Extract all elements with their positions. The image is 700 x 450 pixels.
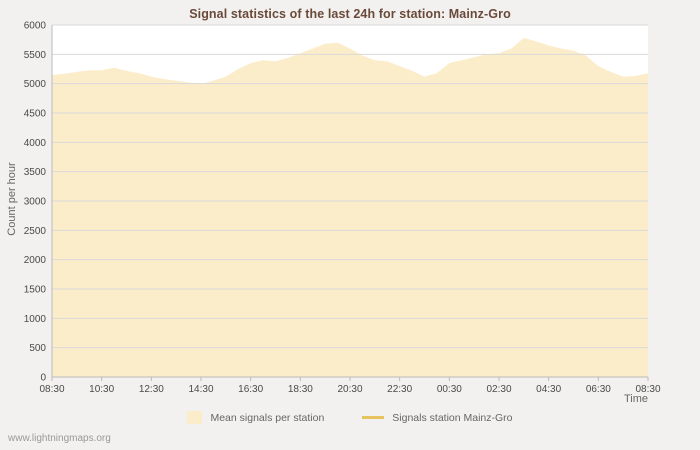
svg-text:0: 0: [40, 373, 46, 384]
svg-text:04:30: 04:30: [536, 384, 561, 395]
svg-text:22:30: 22:30: [387, 384, 412, 395]
y-axis-label: Count per hour: [6, 162, 18, 236]
svg-text:12:30: 12:30: [139, 384, 164, 395]
chart-legend: Mean signals per station Signals station…: [0, 411, 700, 424]
svg-text:2000: 2000: [24, 255, 47, 266]
svg-text:16:30: 16:30: [238, 384, 263, 395]
svg-text:2500: 2500: [24, 226, 47, 237]
legend-swatch-mean-signals: [187, 411, 203, 424]
svg-text:00:30: 00:30: [437, 384, 462, 395]
svg-text:14:30: 14:30: [188, 384, 213, 395]
svg-text:5500: 5500: [24, 50, 47, 61]
svg-text:3500: 3500: [24, 167, 47, 178]
svg-text:18:30: 18:30: [288, 384, 313, 395]
svg-text:1000: 1000: [24, 314, 47, 325]
svg-text:10:30: 10:30: [89, 384, 114, 395]
svg-text:4000: 4000: [24, 138, 47, 149]
legend-label-mean-signals: Mean signals per station: [210, 411, 325, 424]
svg-text:02:30: 02:30: [486, 384, 511, 395]
svg-text:4500: 4500: [24, 109, 47, 120]
legend-label-station-signals: Signals station Mainz-Gro: [392, 411, 513, 424]
svg-text:5000: 5000: [24, 79, 47, 90]
chart-title: Signal statistics of the last 24h for st…: [189, 7, 511, 21]
svg-text:1500: 1500: [24, 285, 47, 296]
svg-text:06:30: 06:30: [586, 384, 611, 395]
svg-text:08:30: 08:30: [39, 384, 64, 395]
svg-text:3000: 3000: [24, 197, 47, 208]
svg-text:500: 500: [29, 343, 46, 354]
svg-text:08:30: 08:30: [635, 384, 660, 395]
svg-text:6000: 6000: [24, 21, 47, 32]
watermark-text: www.lightningmaps.org: [8, 433, 111, 444]
plot-canvas: 0 500 1000 1500 2000 2500 3000 3500 4000 4500 5000…: [24, 21, 661, 396]
legend-swatch-station-line: [362, 416, 385, 419]
svg-text:20:30: 20:30: [337, 384, 362, 395]
x-axis-label: Time: [623, 393, 648, 405]
